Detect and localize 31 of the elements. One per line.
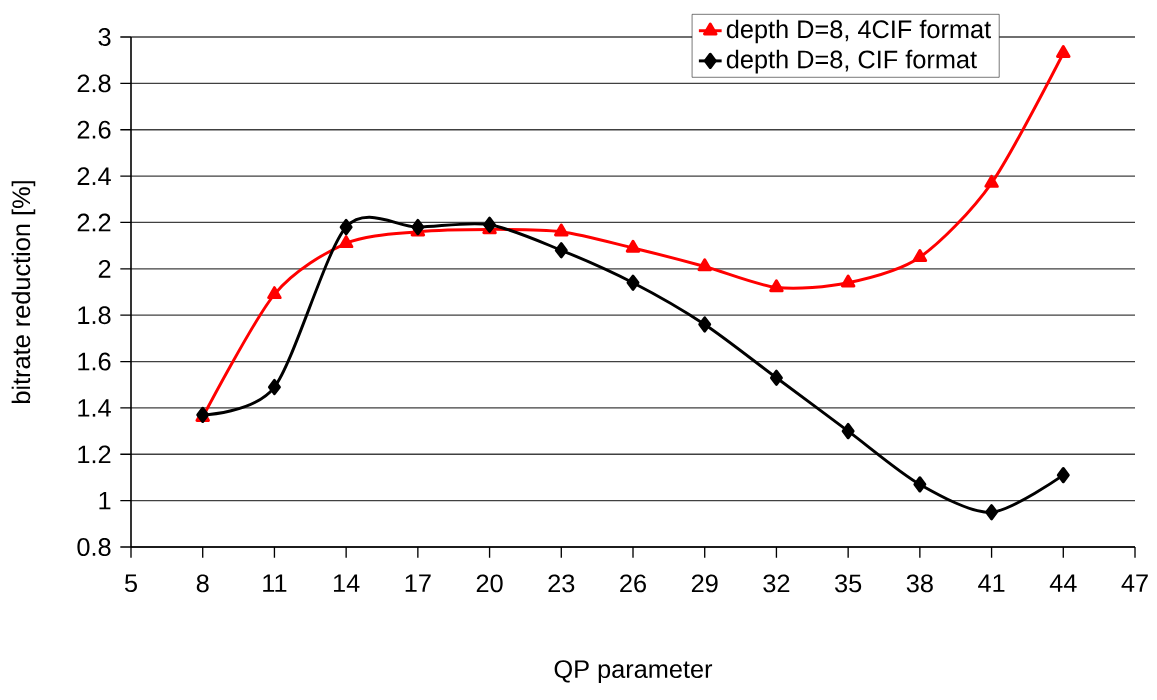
y-axis-title: bitrate reduction [%] <box>11 181 36 404</box>
y-tick-label: 1.4 <box>78 399 111 417</box>
x-tick-label: 38 <box>906 574 933 593</box>
x-tick-label: 26 <box>620 574 646 593</box>
y-tick-label: 1.6 <box>78 352 111 371</box>
x-axis-title: QP parameter <box>554 660 713 684</box>
x-tick-label: 32 <box>763 574 790 593</box>
x-tick-label: 29 <box>691 574 718 593</box>
x-tick-label: 5 <box>124 574 137 593</box>
x-tick-label: 23 <box>548 574 575 593</box>
x-tick-label: 35 <box>835 574 862 593</box>
x-tick-label: 44 <box>1049 574 1077 592</box>
x-tick-label: 11 <box>263 574 287 592</box>
x-tick-label: 8 <box>196 574 209 593</box>
x-tick-label: 17 <box>405 574 431 592</box>
y-tick-label: 2.6 <box>77 120 111 139</box>
x-tick-label: 14 <box>333 574 360 592</box>
y-tick-label: 2.8 <box>77 74 111 93</box>
y-tick-label: 2.2 <box>77 213 111 232</box>
x-tick-label: 41 <box>978 574 1005 592</box>
y-tick-label: 1.2 <box>78 445 111 464</box>
y-tick-label: 2 <box>98 259 111 278</box>
y-tick-label: 1 <box>99 491 111 510</box>
y-tick-label: 3 <box>98 28 111 46</box>
x-tick-label: 47 <box>1121 574 1148 592</box>
y-tick-label: 0.8 <box>77 538 111 556</box>
x-tick-label: 20 <box>476 574 503 593</box>
legend-label: depth D=8, CIF format <box>726 49 977 74</box>
legend-label: depth D=8, 4CIF format <box>726 19 991 44</box>
y-tick-label: 1.8 <box>78 306 111 325</box>
y-tick-label: 2.4 <box>77 167 111 185</box>
